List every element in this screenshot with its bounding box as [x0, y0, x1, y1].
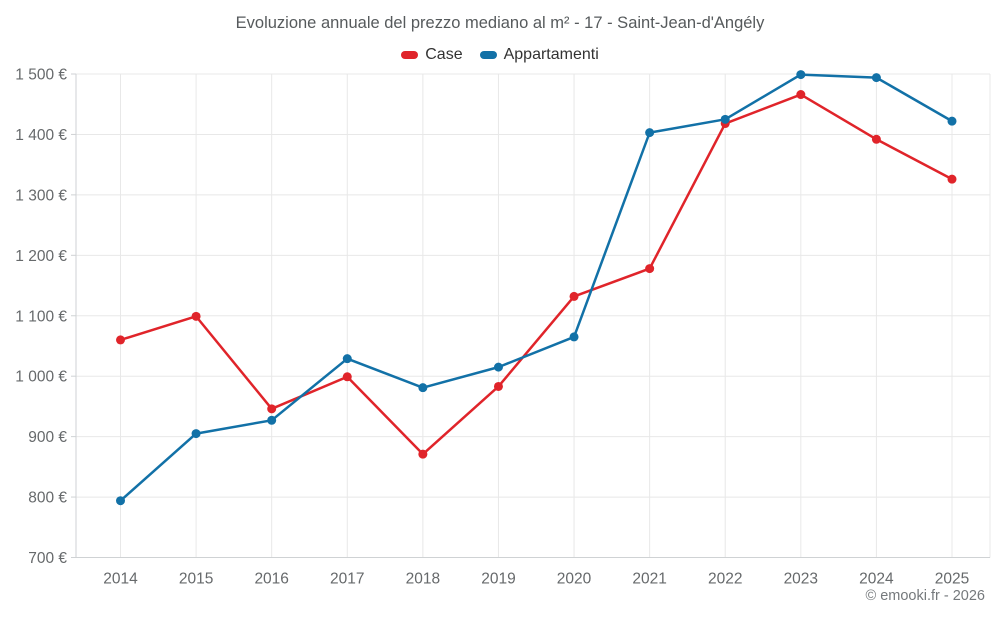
data-point-appartamenti-2014[interactable] [116, 496, 125, 506]
y-axis-label: 1 300 € [15, 187, 67, 204]
legend-item-case[interactable]: Case [401, 46, 463, 64]
data-point-appartamenti-2023[interactable] [796, 70, 806, 80]
data-point-appartamenti-2024[interactable] [871, 73, 881, 83]
x-axis-label: 2025 [935, 571, 969, 588]
x-axis-label: 2016 [254, 571, 288, 588]
data-point-appartamenti-2018[interactable] [418, 383, 428, 393]
data-point-case-2016[interactable] [267, 404, 277, 414]
data-point-case-2018[interactable] [418, 449, 428, 459]
series-line-case [119, 93, 954, 456]
x-axis-label: 2021 [632, 571, 666, 588]
data-point-case-2017[interactable] [342, 372, 352, 382]
legend-item-appartamenti[interactable]: Appartamenti [479, 46, 599, 64]
series-line-appartamenti [119, 73, 954, 502]
legend-label-case: Case [425, 46, 463, 63]
data-point-appartamenti-2021[interactable] [645, 128, 655, 138]
data-point-appartamenti-2019[interactable] [493, 362, 503, 372]
case-legend-marker-icon [401, 51, 419, 59]
x-axis-label: 2017 [330, 571, 364, 588]
appartamenti-legend-marker-icon [479, 51, 497, 59]
data-point-appartamenti-2017[interactable] [342, 354, 352, 364]
data-point-case-2024[interactable] [871, 134, 881, 144]
data-point-appartamenti-2015[interactable] [191, 429, 201, 439]
y-axis-label: 800 € [28, 490, 67, 507]
data-point-case-2015[interactable] [191, 311, 201, 321]
x-axis-label: 2022 [708, 571, 742, 588]
data-point-case-2023[interactable] [796, 90, 806, 100]
x-axis-label: 2024 [859, 571, 894, 588]
y-axis-label: 700 € [28, 550, 67, 567]
legend: Case Appartamenti [0, 46, 1000, 64]
copyright: © emooki.fr - 2026 [865, 588, 985, 604]
data-point-appartamenti-2020[interactable] [569, 332, 579, 342]
data-point-appartamenti-2025[interactable] [947, 116, 957, 126]
x-axis-label: 2023 [784, 571, 818, 588]
y-axis-label: 1 100 € [15, 308, 67, 325]
data-point-case-2021[interactable] [645, 264, 655, 274]
y-axis-label: 1 400 € [15, 127, 67, 144]
x-axis-label: 2020 [557, 571, 592, 588]
legend-label-appartamenti: Appartamenti [503, 46, 599, 63]
data-point-appartamenti-2022[interactable] [720, 114, 730, 124]
x-axis-label: 2014 [103, 571, 138, 588]
data-point-case-2019[interactable] [493, 381, 503, 391]
data-point-appartamenti-2016[interactable] [267, 415, 277, 425]
y-axis-label: 900 € [28, 429, 67, 446]
data-point-case-2014[interactable] [116, 335, 125, 345]
y-axis-label: 1 000 € [15, 369, 67, 386]
data-point-case-2020[interactable] [569, 291, 579, 301]
data-point-case-2025[interactable] [947, 174, 957, 184]
y-axis-label: 1 500 € [15, 67, 67, 84]
x-axis-label: 2018 [406, 571, 440, 588]
y-axis-label: 1 200 € [15, 248, 67, 265]
x-axis-label: 2019 [481, 571, 515, 588]
chart-title: Evoluzione annuale del prezzo mediano al… [235, 14, 765, 32]
x-axis-label: 2015 [179, 571, 213, 588]
